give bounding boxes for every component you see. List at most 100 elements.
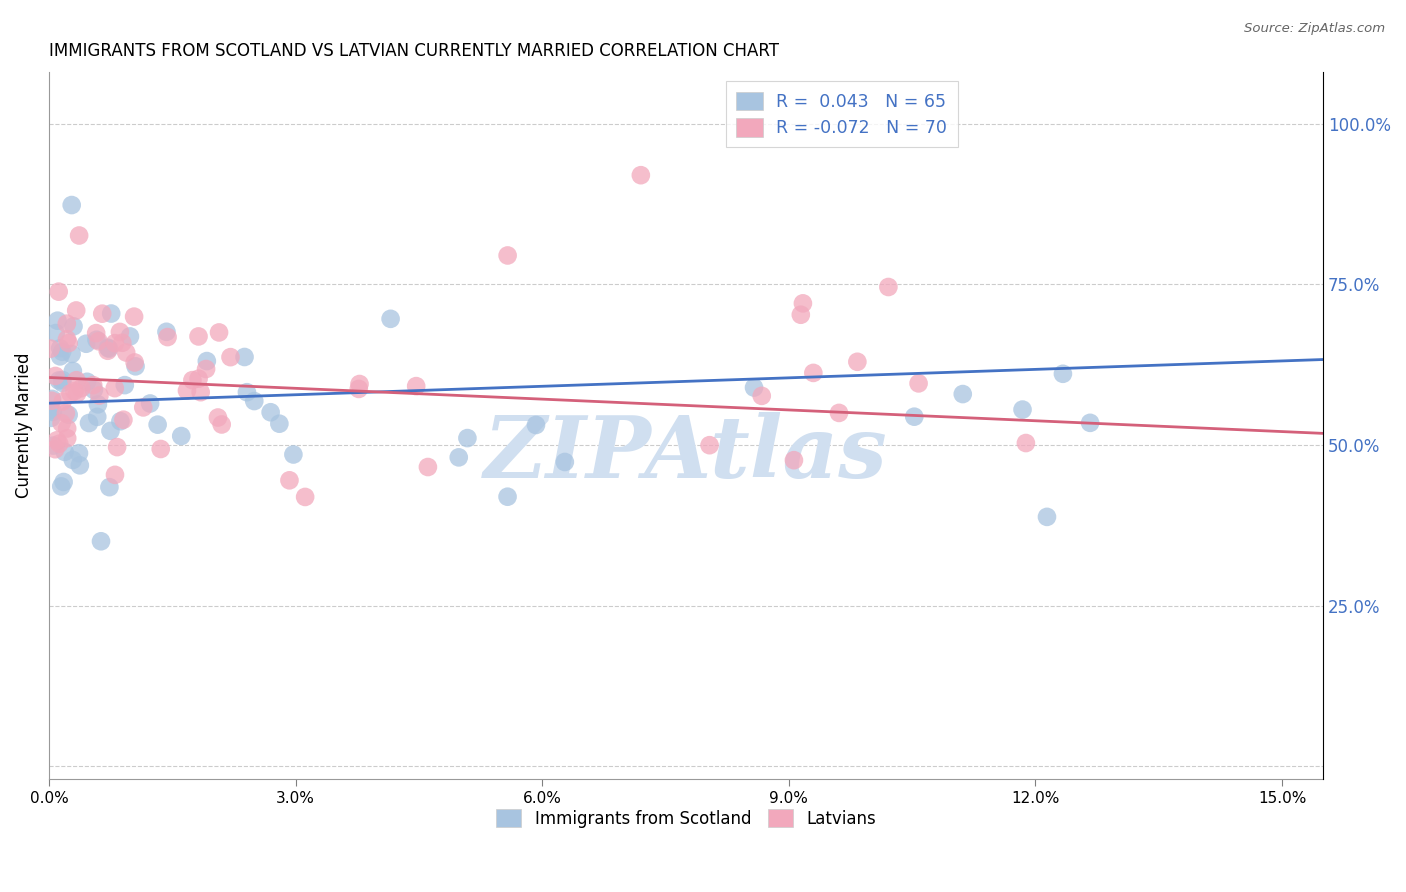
Point [405,379,427,393]
Point [69,458,91,473]
Point [122,310,145,324]
Point [801,366,824,380]
Point [87,397,110,411]
Point [195,362,218,376]
Point [105,440,128,454]
Point [51,376,73,390]
Point [56,421,79,435]
Point [114,378,136,392]
Point [124,359,146,374]
Point [132,401,155,415]
Point [181,373,204,387]
Point [53,445,76,459]
Point [44,368,66,383]
Point [46,314,69,328]
Point [42,405,65,419]
Point [790,308,813,322]
Point [65,303,87,318]
Point [42,439,65,453]
Point [243,394,266,409]
Point [554,455,576,469]
Point [156,330,179,344]
Point [45,434,67,448]
Point [792,296,814,310]
Point [236,385,259,400]
Point [76,375,98,389]
Point [62,453,84,467]
Point [149,442,172,456]
Point [86,409,108,424]
Point [39,403,62,417]
Point [828,406,851,420]
Point [55,406,77,420]
Point [233,350,256,364]
Point [456,431,478,445]
Point [496,248,519,262]
Point [49,349,72,363]
Point [1052,367,1074,381]
Point [347,382,370,396]
Point [84,326,107,340]
Point [877,280,900,294]
Point [62,364,84,378]
Point [98,342,121,356]
Point [83,383,105,397]
Point [39,342,62,356]
Point [278,473,301,487]
Point [115,345,138,359]
Point [155,325,177,339]
Point [62,319,84,334]
Point [67,446,90,460]
Point [496,490,519,504]
Point [100,307,122,321]
Point [111,335,134,350]
Point [783,453,806,467]
Point [59,386,82,401]
Point [51,479,73,493]
Point [195,354,218,368]
Point [416,460,439,475]
Point [187,372,209,386]
Point [190,385,212,400]
Point [45,326,67,340]
Point [100,424,122,438]
Text: IMMIGRANTS FROM SCOTLAND VS LATVIAN CURRENTLY MARRIED CORRELATION CHART: IMMIGRANTS FROM SCOTLAND VS LATVIAN CURR… [49,42,779,60]
Point [110,414,132,428]
Point [211,417,233,432]
Point [63,384,86,398]
Point [104,381,127,395]
Point [219,350,242,364]
Point [91,307,114,321]
Point [51,344,73,359]
Point [58,408,80,422]
Point [208,326,231,340]
Point [89,388,111,402]
Point [75,336,97,351]
Point [146,417,169,432]
Point [56,431,79,445]
Point [207,410,229,425]
Point [48,285,70,299]
Point [907,376,929,391]
Point [51,394,73,409]
Point [44,442,66,457]
Point [51,373,73,387]
Point [67,228,90,243]
Point [56,317,79,331]
Point [112,413,135,427]
Point [82,378,104,392]
Point [98,480,121,494]
Point [139,396,162,410]
Point [90,534,112,549]
Point [97,343,120,358]
Point [742,380,765,394]
Point [952,387,974,401]
Point [66,386,89,401]
Point [283,448,305,462]
Point [49,341,72,355]
Point [447,450,470,465]
Point [87,334,110,349]
Y-axis label: Currently Married: Currently Married [15,353,32,499]
Point [1015,436,1038,450]
Point [380,311,402,326]
